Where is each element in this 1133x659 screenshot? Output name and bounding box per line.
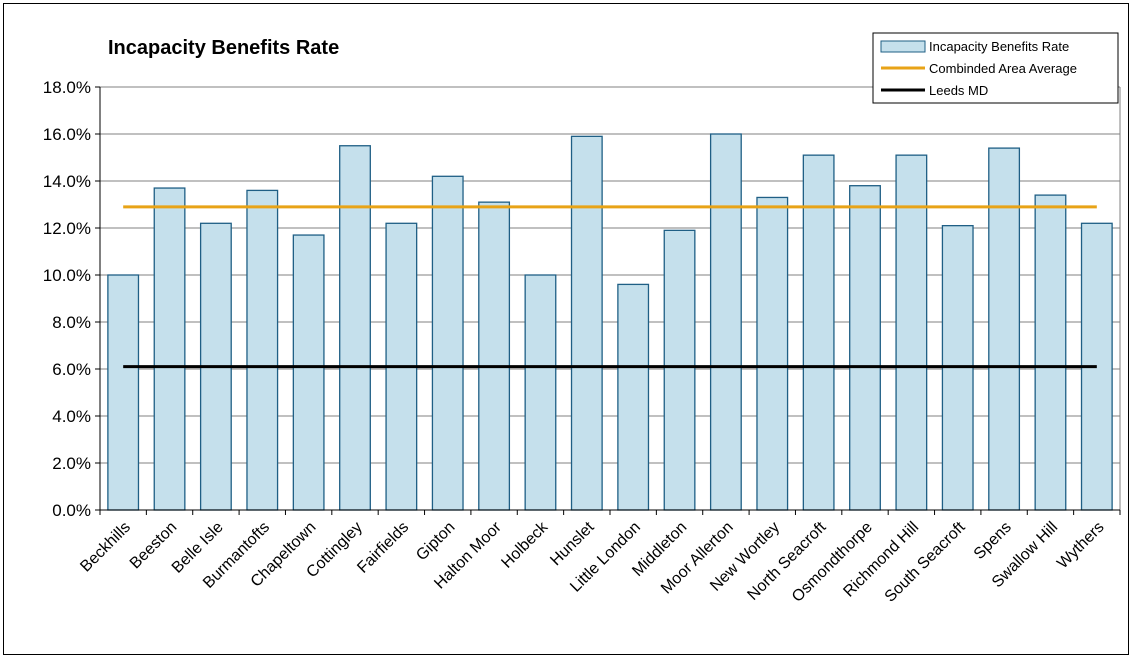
x-tick-label: Holbeck bbox=[498, 518, 552, 572]
bar bbox=[709, 133, 742, 511]
bar bbox=[339, 145, 371, 511]
y-tick-label: 10.0% bbox=[43, 266, 91, 285]
y-tick-label: 6.0% bbox=[52, 360, 91, 379]
bar bbox=[246, 189, 279, 511]
reference-lines bbox=[123, 205, 1097, 369]
x-tick-label: Wythers bbox=[1054, 519, 1107, 572]
y-tick-label: 8.0% bbox=[52, 313, 91, 332]
y-tick-label: 12.0% bbox=[43, 219, 91, 238]
y-tick-label: 18.0% bbox=[43, 78, 91, 97]
x-tick-label: South Seacroft bbox=[882, 518, 969, 605]
bar bbox=[988, 147, 1021, 511]
x-tick-label: Spens bbox=[971, 519, 1015, 563]
y-tick-label: 14.0% bbox=[43, 172, 91, 191]
bar bbox=[478, 201, 511, 511]
bar bbox=[849, 185, 881, 511]
bar bbox=[153, 187, 186, 511]
bar bbox=[1034, 194, 1067, 511]
legend-label: Leeds MD bbox=[929, 83, 988, 98]
bar bbox=[756, 196, 789, 511]
x-tick-label: Fairfields bbox=[354, 519, 412, 577]
bar bbox=[431, 175, 464, 511]
y-tick-label: 4.0% bbox=[52, 407, 91, 426]
x-tick-label: Osmondthorpe bbox=[789, 519, 876, 606]
y-tick-label: 0.0% bbox=[52, 501, 91, 520]
bar bbox=[292, 234, 325, 511]
legend-swatch bbox=[880, 40, 926, 53]
bar bbox=[663, 229, 696, 511]
x-tick-label: Beckhills bbox=[77, 519, 134, 576]
y-tick-label: 16.0% bbox=[43, 125, 91, 144]
bar bbox=[570, 135, 603, 511]
legend-label: Combinded Area Average bbox=[929, 61, 1077, 76]
bar bbox=[802, 154, 835, 511]
chart-title: Incapacity Benefits Rate bbox=[108, 37, 339, 59]
legend-label: Incapacity Benefits Rate bbox=[929, 39, 1069, 54]
bar bbox=[524, 274, 557, 511]
legend: Incapacity Benefits Rate Combinded Area A… bbox=[872, 32, 1119, 104]
x-tick-label: Gipton bbox=[413, 519, 458, 564]
y-tick-label: 2.0% bbox=[52, 454, 91, 473]
bar bbox=[617, 283, 650, 511]
bar bbox=[107, 274, 140, 511]
bar bbox=[895, 154, 928, 511]
chart-frame bbox=[3, 3, 1129, 655]
